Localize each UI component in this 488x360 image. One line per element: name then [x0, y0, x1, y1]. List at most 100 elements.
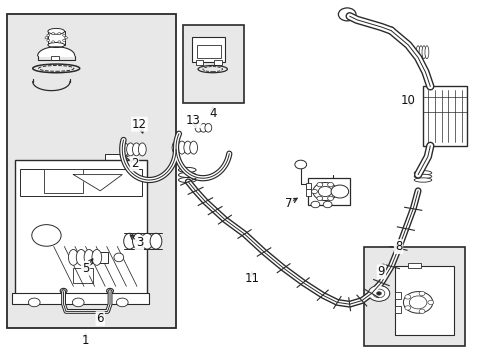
Bar: [364, 247, 464, 346]
Text: 13: 13: [185, 114, 200, 127]
Ellipse shape: [126, 143, 134, 156]
Ellipse shape: [204, 123, 211, 132]
Ellipse shape: [48, 28, 64, 34]
Ellipse shape: [178, 141, 185, 154]
Circle shape: [64, 37, 67, 39]
Text: 12: 12: [132, 118, 146, 131]
Text: 2: 2: [130, 157, 138, 170]
Circle shape: [404, 306, 410, 310]
Circle shape: [418, 309, 424, 314]
Circle shape: [367, 285, 389, 301]
Circle shape: [45, 37, 48, 39]
Circle shape: [32, 225, 61, 246]
Circle shape: [294, 160, 306, 169]
Circle shape: [62, 34, 65, 36]
Circle shape: [58, 41, 61, 43]
Circle shape: [404, 295, 410, 299]
Ellipse shape: [132, 143, 140, 156]
Bar: [394, 306, 400, 313]
Circle shape: [72, 298, 84, 307]
Ellipse shape: [138, 143, 146, 156]
Circle shape: [372, 289, 384, 298]
Ellipse shape: [413, 178, 431, 182]
Ellipse shape: [418, 46, 422, 59]
Circle shape: [52, 33, 55, 35]
Circle shape: [47, 39, 50, 41]
Bar: [307, 178, 349, 205]
Bar: [7, 14, 176, 328]
Text: 5: 5: [81, 262, 89, 275]
Circle shape: [327, 183, 333, 187]
Circle shape: [376, 292, 381, 295]
Text: 4: 4: [208, 107, 216, 120]
Ellipse shape: [121, 143, 128, 156]
Circle shape: [418, 291, 424, 296]
Circle shape: [338, 8, 355, 21]
Bar: [196, 45, 220, 58]
Bar: [305, 183, 311, 189]
Bar: [213, 60, 221, 65]
Ellipse shape: [114, 253, 123, 262]
Bar: [15, 160, 146, 297]
Circle shape: [408, 296, 426, 309]
Bar: [111, 166, 116, 170]
Circle shape: [332, 189, 338, 194]
Ellipse shape: [424, 46, 428, 59]
Circle shape: [403, 292, 432, 313]
Ellipse shape: [421, 46, 425, 59]
Ellipse shape: [132, 233, 144, 249]
Bar: [105, 154, 124, 167]
Circle shape: [330, 185, 348, 198]
Ellipse shape: [183, 141, 191, 154]
Circle shape: [316, 183, 322, 187]
Text: 3: 3: [135, 237, 143, 249]
Circle shape: [312, 183, 337, 201]
Text: 6: 6: [96, 312, 104, 325]
Circle shape: [28, 298, 40, 307]
Bar: [422, 86, 466, 146]
Ellipse shape: [76, 249, 86, 265]
Bar: [394, 266, 453, 335]
Bar: [83, 252, 107, 263]
Ellipse shape: [200, 123, 206, 132]
Ellipse shape: [141, 233, 153, 249]
Circle shape: [106, 288, 113, 293]
Circle shape: [318, 186, 331, 197]
Ellipse shape: [195, 123, 202, 132]
Bar: [195, 60, 203, 65]
Text: 1: 1: [81, 334, 89, 347]
Ellipse shape: [413, 171, 431, 175]
Ellipse shape: [189, 141, 197, 154]
Polygon shape: [33, 82, 70, 91]
Bar: [51, 56, 59, 60]
Bar: [44, 169, 83, 193]
Ellipse shape: [48, 42, 64, 48]
Text: 7: 7: [284, 197, 292, 210]
Ellipse shape: [172, 141, 180, 154]
Circle shape: [310, 201, 319, 208]
Circle shape: [316, 196, 322, 201]
Text: 10: 10: [400, 94, 415, 107]
Circle shape: [52, 41, 55, 43]
Text: 11: 11: [244, 273, 259, 285]
Polygon shape: [73, 175, 122, 191]
Bar: [394, 292, 400, 299]
Bar: [20, 169, 142, 196]
Text: 8: 8: [394, 240, 402, 253]
Bar: [119, 166, 123, 170]
Bar: [12, 293, 149, 304]
Circle shape: [47, 34, 50, 36]
Bar: [73, 268, 93, 283]
Circle shape: [58, 33, 61, 35]
Bar: [183, 25, 244, 103]
Circle shape: [62, 39, 65, 41]
Bar: [305, 187, 311, 196]
Ellipse shape: [68, 249, 78, 265]
Ellipse shape: [92, 249, 102, 265]
Circle shape: [311, 189, 317, 194]
Circle shape: [323, 201, 331, 208]
Circle shape: [116, 298, 128, 307]
Ellipse shape: [178, 167, 196, 172]
Ellipse shape: [150, 233, 162, 249]
Bar: [192, 37, 225, 62]
